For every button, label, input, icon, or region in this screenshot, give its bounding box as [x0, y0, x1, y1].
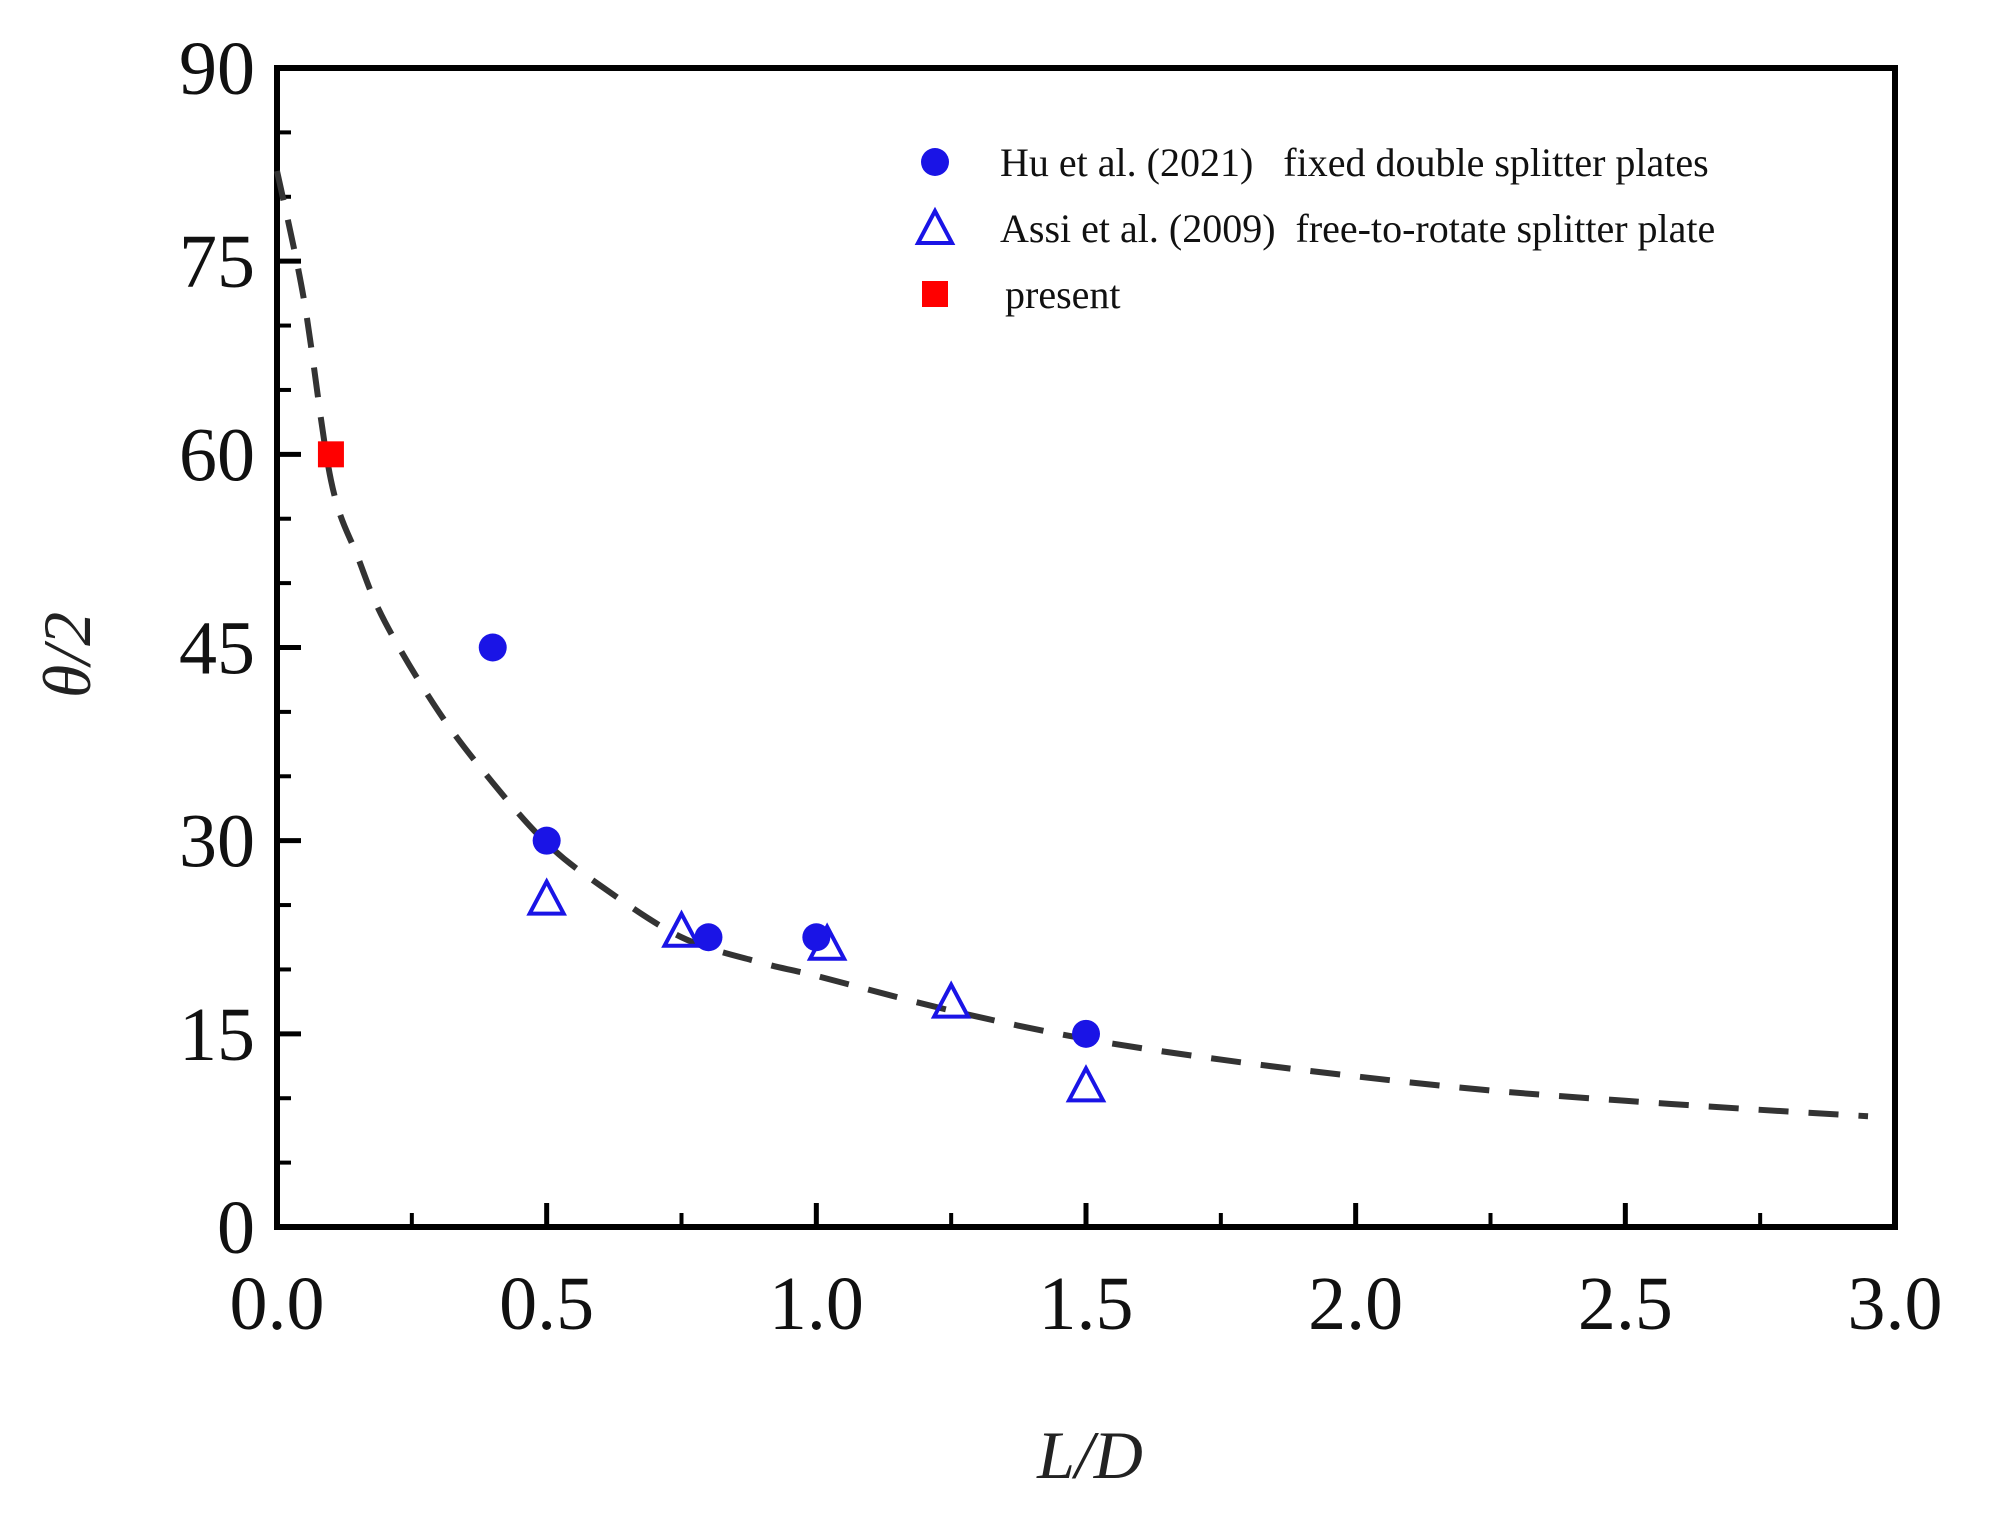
hu-2021-point: [478, 633, 507, 662]
assi-2009-point: [661, 909, 702, 948]
assi-2009-point: [1065, 1064, 1107, 1103]
legend-marker: [921, 148, 949, 176]
legend-item-hu-2021: Hu et al. (2021) fixed double splitter p…: [1000, 140, 1709, 185]
hu-2021-point: [1072, 1019, 1100, 1048]
y-tick-label: 15: [179, 993, 255, 1077]
x-tick-label: 1.5: [1039, 1262, 1134, 1346]
present-point: [317, 441, 344, 468]
y-tick-label: 30: [179, 800, 255, 884]
y-axis-ticks: 0 15 30 45 60 75 90: [179, 27, 301, 1270]
y-tick-label: 75: [179, 220, 255, 304]
hu-2021-point: [532, 826, 561, 855]
legend-marker: [922, 281, 948, 307]
x-tick-label: 0.5: [499, 1262, 594, 1346]
y-axis-title: θ/2: [29, 612, 105, 698]
legend-marker: [914, 206, 956, 245]
hu-2021-point: [694, 923, 723, 952]
x-tick-label: 3.0: [1848, 1262, 1943, 1346]
assi-2009-point: [806, 922, 848, 961]
y-tick-label: 0: [217, 1186, 255, 1270]
legend-item-present: present: [1005, 272, 1121, 317]
minor-ticks: [277, 130, 1763, 1227]
legend-item-assi-2009: Assi et al. (2009) free-to-rotate splitt…: [1000, 206, 1715, 251]
x-tick-label: 1.0: [769, 1262, 864, 1346]
assi-2009-point: [930, 980, 972, 1019]
x-axis-title: L/D: [1036, 1417, 1143, 1493]
y-tick-label: 45: [179, 607, 255, 691]
x-axis-ticks: 0.0 0.5 1.0 1.5 2.0 2.5 3.0: [230, 1203, 1943, 1346]
x-tick-label: 2.0: [1308, 1262, 1403, 1346]
y-tick-label: 60: [179, 413, 255, 497]
data-points: [317, 441, 1107, 1103]
legend: Hu et al. (2021) fixed double splitter p…: [914, 140, 1715, 317]
assi-2009-point: [526, 877, 567, 916]
x-tick-label: 0.0: [230, 1262, 325, 1346]
y-tick-label: 90: [179, 27, 255, 111]
x-tick-label: 2.5: [1578, 1262, 1673, 1346]
